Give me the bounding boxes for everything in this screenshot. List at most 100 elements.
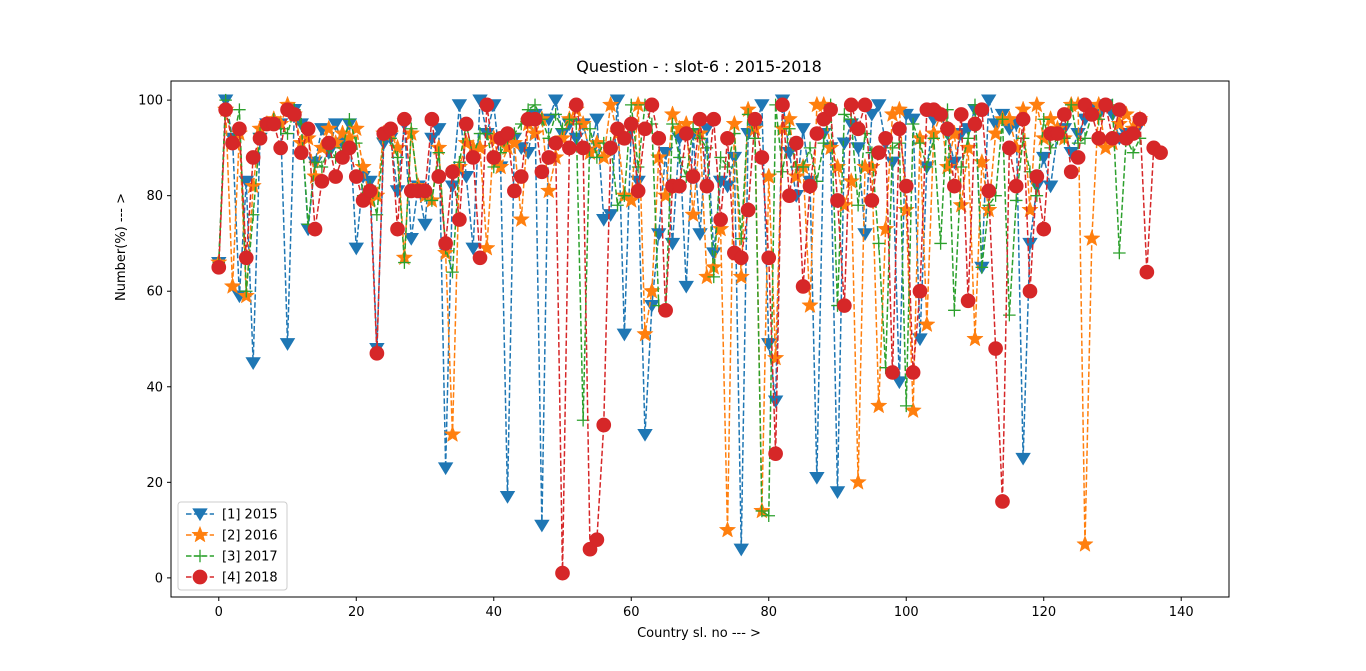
data-point <box>218 102 233 118</box>
data-point <box>828 157 847 175</box>
data-point <box>238 250 254 266</box>
legend-marker <box>192 508 208 522</box>
data-point <box>431 123 447 136</box>
data-point <box>425 194 439 207</box>
data-point <box>500 126 515 141</box>
data-point <box>761 338 777 351</box>
data-point <box>1029 169 1045 184</box>
data-point <box>920 160 934 174</box>
data-point <box>1016 132 1030 145</box>
legend-entry-1: [1] 2015 <box>186 508 278 523</box>
data-point <box>766 348 785 366</box>
data-point <box>389 185 406 198</box>
data-point <box>1105 130 1120 146</box>
x-tick-label: 80 <box>760 605 777 620</box>
x-tick-label: 60 <box>623 605 640 620</box>
data-point <box>850 142 866 155</box>
data-point <box>629 95 647 113</box>
data-point <box>293 145 309 161</box>
data-point <box>1050 126 1065 141</box>
legend-entry-2: [2] 2016 <box>186 525 278 544</box>
data-point <box>588 133 606 151</box>
data-point <box>1030 189 1044 202</box>
legend-marker <box>192 569 208 585</box>
data-point <box>953 107 969 122</box>
data-point <box>733 250 749 266</box>
data-point <box>507 183 522 199</box>
data-point <box>795 123 811 136</box>
data-point <box>602 209 619 222</box>
legend: [1] 2015 [2] 2016 [3] 2017 [4] 2018 <box>177 501 288 591</box>
data-point <box>327 118 344 132</box>
data-point <box>783 122 796 136</box>
data-point <box>809 126 825 141</box>
series-2 <box>210 95 1149 552</box>
data-point <box>761 250 777 266</box>
data-point <box>549 108 562 121</box>
data-point <box>417 218 433 232</box>
data-point <box>397 111 412 127</box>
data-point <box>706 247 722 261</box>
data-point <box>864 193 880 208</box>
data-point <box>348 242 364 256</box>
data-point <box>836 137 853 151</box>
data-point <box>809 471 825 485</box>
data-point <box>912 283 928 299</box>
data-point <box>616 328 633 342</box>
data-point <box>252 130 268 146</box>
data-point <box>714 151 727 164</box>
x-tick-label: 140 <box>1169 605 1194 620</box>
data-point <box>947 178 962 194</box>
data-point <box>672 178 687 194</box>
data-point <box>1044 141 1057 155</box>
legend-entry-3: [3] 2017 <box>186 550 278 565</box>
data-point <box>1021 200 1039 218</box>
data-point <box>245 357 261 370</box>
data-point <box>872 237 886 250</box>
data-point <box>823 102 838 118</box>
data-point <box>837 298 852 313</box>
data-point <box>768 446 783 462</box>
data-point <box>678 280 694 294</box>
data-point <box>754 150 770 165</box>
data-point <box>803 141 817 155</box>
data-point <box>1003 308 1016 322</box>
data-point <box>934 237 947 250</box>
data-point <box>1022 283 1038 299</box>
data-point <box>623 116 639 132</box>
data-point <box>863 157 881 175</box>
data-point <box>699 123 715 136</box>
data-point <box>1091 130 1107 146</box>
data-point <box>948 304 961 317</box>
data-point <box>1057 107 1072 122</box>
data-point <box>864 108 880 122</box>
data-point <box>245 150 261 165</box>
data-point <box>601 95 620 113</box>
y-tick-label: 40 <box>146 380 163 395</box>
data-point <box>398 256 411 269</box>
data-point <box>563 112 576 126</box>
data-point <box>300 121 316 137</box>
data-point <box>541 150 557 165</box>
data-point <box>279 338 296 351</box>
data-point <box>320 119 338 137</box>
data-point <box>857 97 873 113</box>
data-point <box>417 183 433 199</box>
data-point <box>513 169 529 184</box>
data-point <box>720 130 735 146</box>
data-point <box>876 219 895 237</box>
data-point <box>569 117 583 131</box>
data-point <box>776 165 789 179</box>
data-point <box>1022 237 1038 251</box>
data-point <box>343 112 356 126</box>
data-point <box>1070 150 1086 165</box>
data-point <box>369 345 385 361</box>
data-point <box>747 111 763 127</box>
data-point <box>636 324 654 342</box>
data-point <box>721 160 734 174</box>
legend-label: [4] 2018 <box>222 571 278 586</box>
data-point <box>1132 111 1148 127</box>
data-point <box>849 473 867 490</box>
data-point <box>967 116 983 132</box>
